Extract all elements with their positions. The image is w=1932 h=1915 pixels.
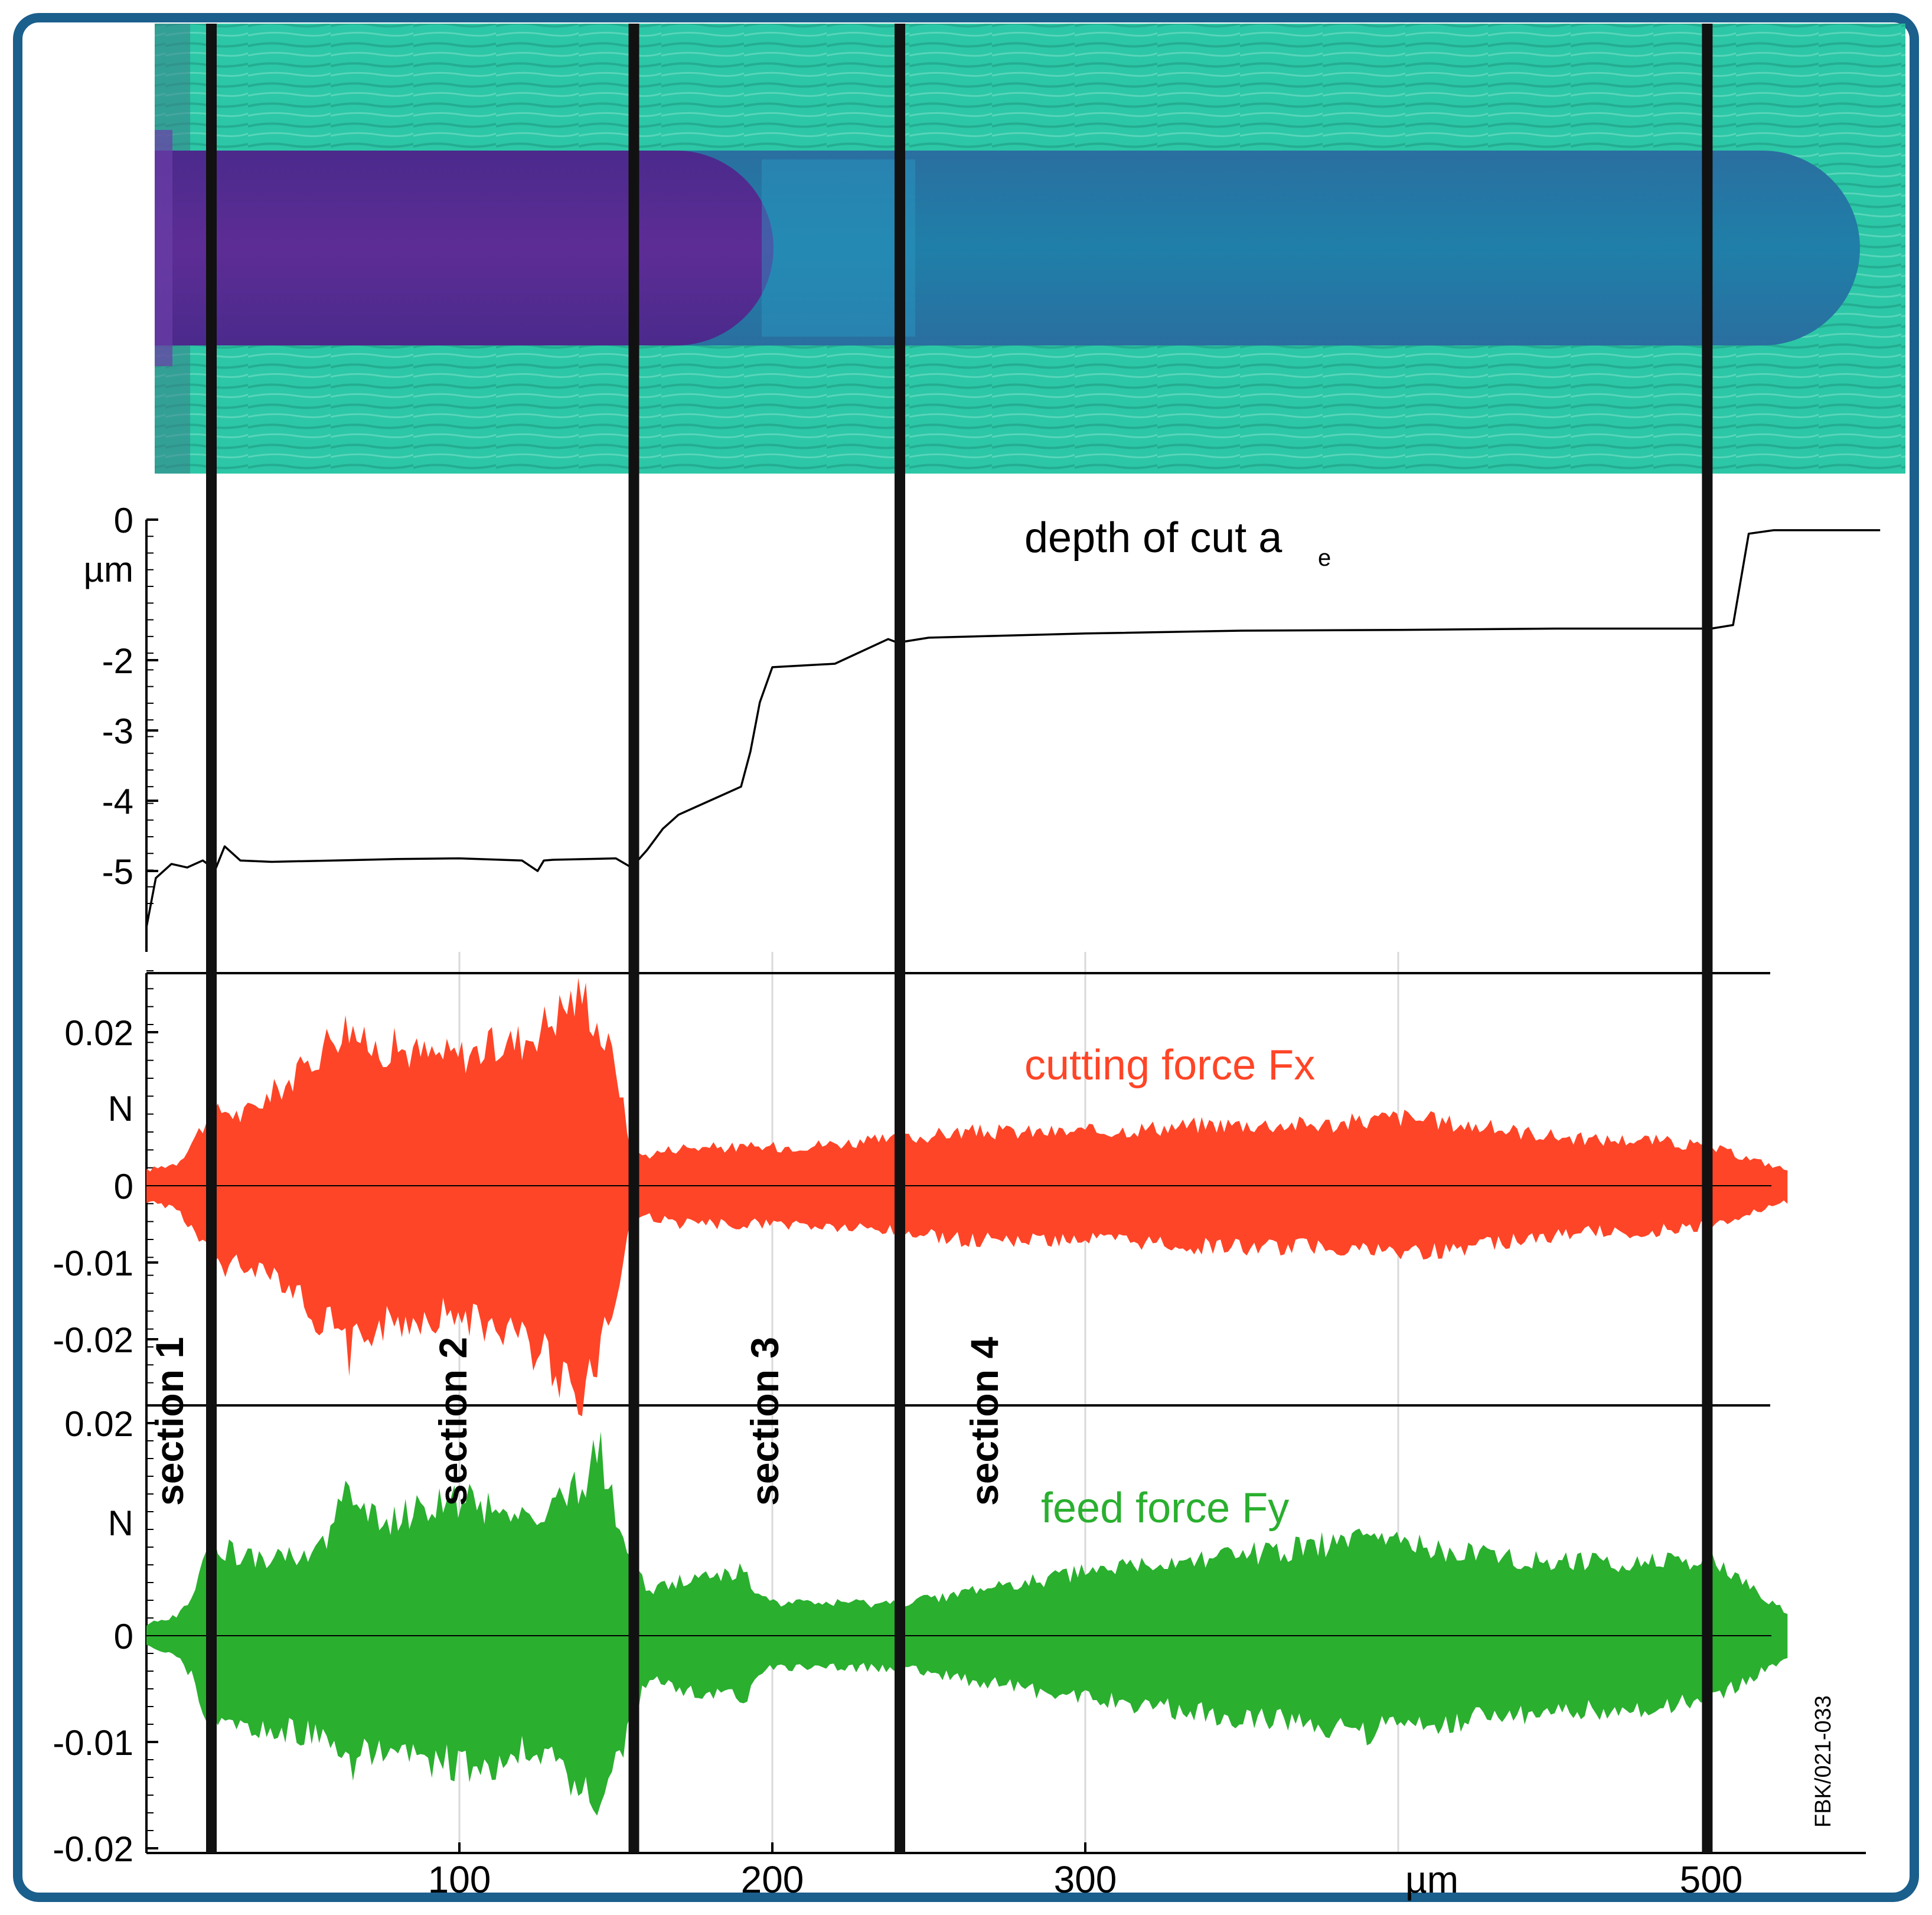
section-label-2: section 2 bbox=[431, 1337, 475, 1506]
section-label-4: section 4 bbox=[962, 1337, 1006, 1506]
x-tick-label-2: 300 bbox=[1054, 1858, 1117, 1901]
section-label-1: section 1 bbox=[148, 1337, 191, 1506]
depth-tick-label-2: -3 bbox=[102, 712, 133, 751]
depth-tick-label-4: -5 bbox=[102, 852, 133, 892]
x-tick-label-1: 200 bbox=[741, 1858, 804, 1901]
cutting-force-title: cutting force Fx bbox=[1024, 1042, 1315, 1089]
fy-unit-label: N bbox=[108, 1503, 133, 1543]
figure-frame bbox=[13, 13, 1919, 1902]
fy-tick-label-3: -0.02 bbox=[53, 1829, 133, 1869]
depth-chart-title-subscript: e bbox=[1318, 545, 1331, 571]
fx-tick-label-1: 0 bbox=[114, 1167, 133, 1206]
fx-tick-label-3: -0.02 bbox=[53, 1320, 133, 1360]
feed-force-title: feed force Fy bbox=[1041, 1485, 1289, 1532]
depth-tick-label-3: -4 bbox=[102, 782, 133, 821]
section-boundaries bbox=[206, 24, 1713, 1853]
figure-id: FBK/021-033 bbox=[1811, 1695, 1836, 1828]
depth-tick-label-0: 0 bbox=[114, 501, 133, 540]
feed-force-series bbox=[146, 1431, 1788, 1816]
depth-chart-title: depth of cut a bbox=[1024, 514, 1282, 562]
fx-tick-label-0: 0.02 bbox=[64, 1013, 133, 1053]
depth-tick-label-1: -2 bbox=[102, 641, 133, 681]
cutting-force-series bbox=[146, 977, 1788, 1417]
fy-tick-label-0: 0.02 bbox=[64, 1404, 133, 1444]
surface-left-fringe bbox=[155, 130, 172, 366]
fy-tick-label-1: 0 bbox=[114, 1617, 133, 1656]
fx-tick-label-2: -0.01 bbox=[53, 1244, 133, 1283]
depth-unit-label: µm bbox=[83, 550, 133, 589]
groove-deep bbox=[155, 151, 774, 345]
depth-series-line bbox=[145, 529, 1881, 928]
section-labels: section 1 section 2 section 3 section 4 bbox=[148, 1337, 1006, 1506]
fx-unit-label: N bbox=[108, 1089, 133, 1128]
fy-tick-label-2: -0.01 bbox=[53, 1723, 133, 1763]
groove-transition-zone bbox=[762, 159, 915, 337]
section-label-3: section 3 bbox=[743, 1337, 786, 1506]
x-axis-unit-label: µm bbox=[1405, 1858, 1458, 1901]
x-tick-label-3: 500 bbox=[1680, 1858, 1743, 1901]
x-tick-label-0: 100 bbox=[428, 1858, 491, 1901]
surface-topography-image bbox=[155, 24, 1905, 474]
charts: 0 -2 -3 -4 -5 µm 0.02 0 -0.01 -0.02 N 0.02 0 -0.01 -0.… bbox=[53, 501, 1881, 1901]
